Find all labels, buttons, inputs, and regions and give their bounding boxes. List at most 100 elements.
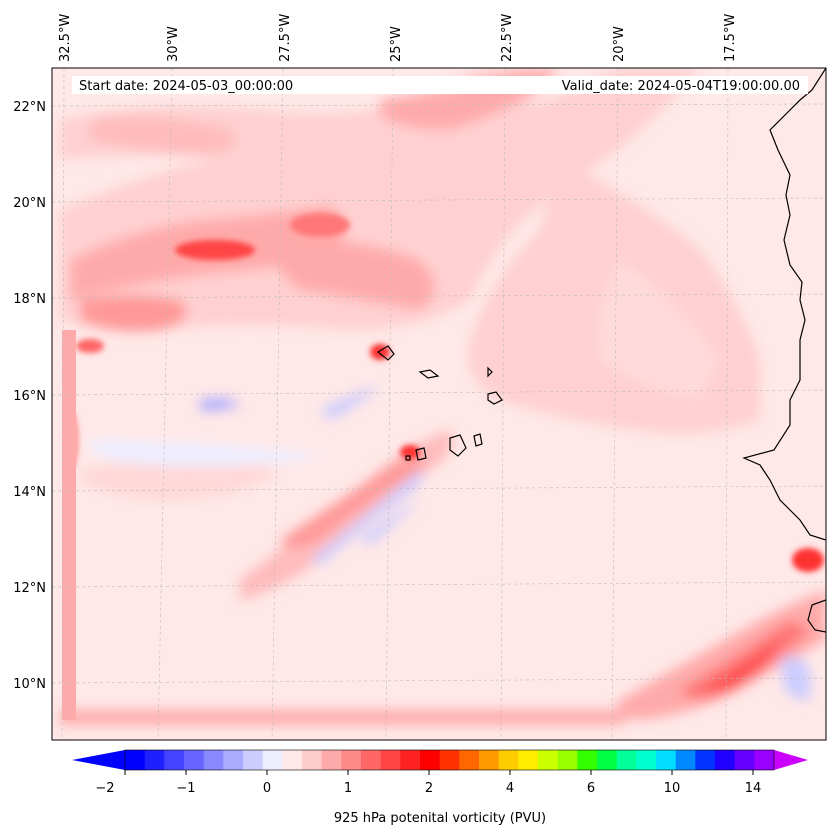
island-sal (487, 366, 493, 378)
colorbar-cell (400, 750, 421, 770)
lon-label: 20°W (612, 26, 627, 62)
pv-negative-3 (310, 470, 423, 565)
lat-label: 10°N (13, 677, 46, 692)
lat-label: 12°N (13, 581, 46, 596)
colorbar-cell (479, 750, 500, 770)
colorbar-cell (164, 750, 185, 770)
colorbar-ticks (124, 770, 754, 775)
island-santo-antao (376, 345, 395, 361)
colorbar-cell (715, 750, 736, 770)
island-boa-vista (487, 391, 503, 405)
colorbar-tick-label: 14 (745, 781, 762, 796)
lat-label: 16°N (13, 389, 46, 404)
date-band (72, 76, 808, 94)
pv-edge-west (62, 330, 76, 720)
lon-label: 17.5°W (723, 14, 738, 62)
colorbar-cell (203, 750, 224, 770)
island-sao-nicolau (418, 369, 440, 379)
colorbar-cell (125, 750, 146, 770)
colorbar-tick-label: −2 (95, 781, 114, 796)
pv-negative-5 (90, 440, 330, 467)
graticule (52, 68, 826, 740)
pv-filament-3 (277, 242, 435, 310)
colorbar-cell (675, 750, 696, 770)
colorbar-cell (734, 750, 755, 770)
coastlines (376, 68, 826, 633)
colorbar-cell (597, 750, 618, 770)
colorbar-cell (144, 750, 165, 770)
colorbar-cell (636, 750, 657, 770)
colorbar-tick-label: 1 (344, 781, 352, 796)
colorbar-cell (380, 750, 401, 770)
colorbar-title: 925 hPa potenital vorticity (PVU) (334, 811, 546, 826)
colorbar-max-arrow (774, 750, 808, 770)
lat-label: 22°N (13, 100, 46, 115)
colorbar-cell (262, 750, 283, 770)
colorbar-tick-labels: −2 −1 0 1 2 4 6 10 14 (95, 781, 761, 796)
pv-band-southeast-core (700, 640, 780, 690)
pv-band-southeast (617, 590, 826, 720)
colorbar-tick-label: 10 (664, 781, 681, 796)
colorbar-cells (125, 750, 775, 770)
valid-date-label: Valid_date: 2024-05-04T19:00:00.00 (562, 79, 800, 94)
colorbar-cell (498, 750, 519, 770)
colorbar-cell (754, 750, 775, 770)
colorbar-cell (616, 750, 637, 770)
colorbar-cell (243, 750, 264, 770)
colorbar-cell (361, 750, 382, 770)
colorbar-tick-label: 4 (506, 781, 514, 796)
pv-hotspot-3 (76, 339, 104, 353)
coastline-guinea (807, 599, 826, 633)
island-brava (405, 455, 411, 461)
colorbar-tick-label: 6 (587, 781, 595, 796)
latitude-labels: 22°N 20°N 18°N 16°N 14°N 12°N 10°N (13, 100, 46, 692)
colorbar-cell (439, 750, 460, 770)
lat-label: 18°N (13, 292, 46, 307)
longitude-labels: 32.5°W 30°W 27.5°W 25°W 22.5°W 20°W 17.5… (58, 14, 738, 62)
colorbar-cell (184, 750, 205, 770)
colorbar: −2 −1 0 1 2 4 6 10 14 925 hPa potenital … (72, 749, 808, 826)
colorbar-cell (223, 750, 244, 770)
lat-label: 14°N (13, 485, 46, 500)
pv-negative-2 (320, 385, 380, 420)
pv-hotspot-5 (400, 445, 420, 459)
colorbar-cell (282, 750, 303, 770)
pv-filament-2 (80, 295, 187, 332)
colorbar-cell (656, 750, 677, 770)
start-date-label: Start date: 2024-05-03_00:00:00 (79, 79, 293, 94)
colorbar-min-arrow (72, 750, 125, 770)
colorbar-cell (420, 750, 441, 770)
colorbar-cell (518, 750, 539, 770)
colorbar-cell (538, 750, 559, 770)
colorbar-tick-label: −1 (176, 781, 195, 796)
pv-negative-1 (200, 398, 240, 411)
pv-negative-6 (780, 656, 810, 700)
pv-filament-4 (90, 116, 236, 155)
lat-label: 20°N (13, 196, 46, 211)
colorbar-cell (577, 750, 598, 770)
colorbar-cell (341, 750, 362, 770)
pv-hotspot-1 (175, 240, 255, 260)
colorbar-frame (124, 749, 775, 771)
island-maio (473, 433, 483, 447)
pv-band-south-inner (280, 456, 423, 548)
pv-edge-south (60, 710, 640, 725)
colorbar-cell (302, 750, 323, 770)
lon-label: 22.5°W (500, 14, 515, 62)
island-santiago (449, 434, 467, 457)
pv-negative-4 (360, 500, 420, 545)
colorbar-tick-label: 2 (425, 781, 433, 796)
pv-hotspot-2 (290, 213, 350, 237)
pv-hotspot-6 (792, 548, 824, 572)
colorbar-cell (557, 750, 578, 770)
map-frame (51, 67, 827, 741)
lon-label: 32.5°W (58, 14, 73, 62)
pv-band-southwest (80, 460, 280, 500)
pv-band-southeast-inner (680, 620, 810, 699)
colorbar-cell (459, 750, 480, 770)
lon-label: 27.5°W (278, 14, 293, 62)
colorbar-tick-label: 0 (263, 781, 271, 796)
coastline-west-africa (742, 68, 826, 541)
colorbar-cell (321, 750, 342, 770)
